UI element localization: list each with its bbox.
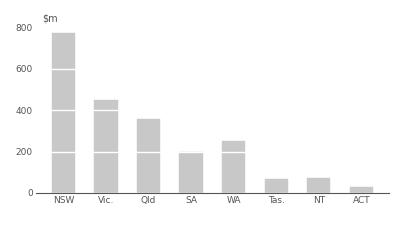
Bar bbox=[350, 187, 373, 193]
Bar bbox=[222, 141, 245, 193]
Bar bbox=[307, 178, 330, 193]
Text: $m: $m bbox=[42, 13, 58, 23]
Bar bbox=[179, 152, 203, 193]
Bar bbox=[264, 180, 288, 193]
Bar bbox=[52, 33, 75, 193]
Bar bbox=[137, 119, 160, 193]
Bar bbox=[94, 100, 118, 193]
